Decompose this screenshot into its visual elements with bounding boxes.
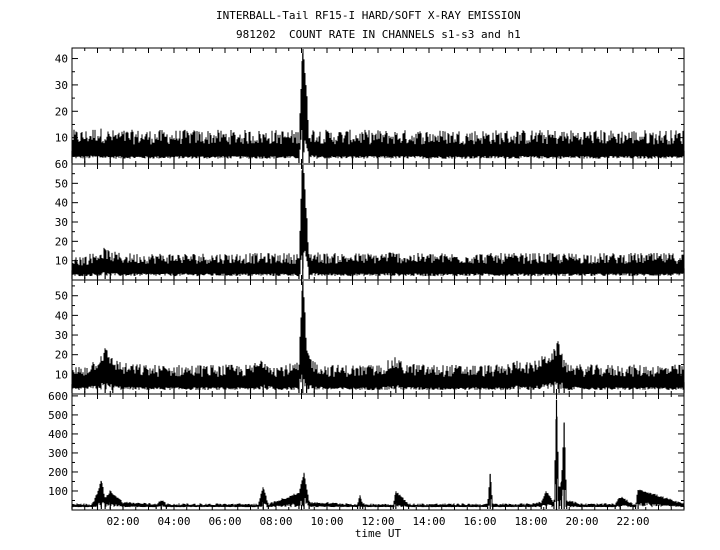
x-tick-label: 14:00 xyxy=(412,515,445,528)
y-tick-label-s2: 10 xyxy=(55,255,68,268)
y-tick-label-h1: 300 xyxy=(48,447,68,460)
y-tick-label-h1: 200 xyxy=(48,466,68,479)
x-tick-label: 20:00 xyxy=(565,515,598,528)
y-tick-label-s2: 20 xyxy=(55,235,68,248)
y-tick-label-s1: 40 xyxy=(55,53,68,66)
x-tick-label: 12:00 xyxy=(361,515,394,528)
x-tick-label: 06:00 xyxy=(208,515,241,528)
y-tick-label-s3: 20 xyxy=(55,349,68,362)
series-s2-line xyxy=(72,165,684,277)
panel-frame-h1 xyxy=(71,393,685,511)
y-tick-label-s3: 50 xyxy=(55,290,68,303)
y-tick-label-s1: 20 xyxy=(55,105,68,118)
y-tick-label-h1: 500 xyxy=(48,409,68,422)
x-tick-label: 16:00 xyxy=(463,515,496,528)
x-tick-label: 10:00 xyxy=(310,515,343,528)
y-tick-label-s1: 10 xyxy=(55,132,68,145)
y-tick-label-s3: 10 xyxy=(55,368,68,381)
y-tick-label-s2: 50 xyxy=(55,177,68,190)
y-tick-label-s2: 40 xyxy=(55,197,68,210)
y-tick-label-s2: 30 xyxy=(55,216,68,229)
y-tick-label-s1: 30 xyxy=(55,79,68,92)
series-h1-line xyxy=(72,416,684,508)
chart-subtitle: 981202 COUNT RATE IN CHANNELS s1-s3 and … xyxy=(236,28,521,41)
x-axis-label: time UT xyxy=(355,527,402,540)
y-tick-label-h1: 600 xyxy=(48,390,68,403)
y-tick-label-s3: 40 xyxy=(55,309,68,322)
y-tick-label-h1: 400 xyxy=(48,428,68,441)
x-tick-label: 08:00 xyxy=(259,515,292,528)
chart-title: INTERBALL-Tail RF15-I HARD/SOFT X-RAY EM… xyxy=(216,9,521,22)
x-tick-label: 22:00 xyxy=(616,515,649,528)
x-tick-label: 04:00 xyxy=(157,515,190,528)
chart-title-block: INTERBALL-Tail RF15-I HARD/SOFT X-RAY EM… xyxy=(0,0,720,48)
y-tick-label-s3: 30 xyxy=(55,329,68,342)
x-tick-label: 18:00 xyxy=(514,515,547,528)
y-tick-label-s2: 60 xyxy=(55,158,68,171)
y-tick-label-h1: 100 xyxy=(48,485,68,498)
series-s1-line xyxy=(72,49,684,159)
series-s3-line xyxy=(72,281,684,391)
x-tick-label: 02:00 xyxy=(106,515,139,528)
